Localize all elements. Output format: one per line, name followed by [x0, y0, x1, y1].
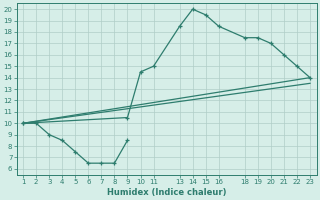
X-axis label: Humidex (Indice chaleur): Humidex (Indice chaleur)	[107, 188, 226, 197]
